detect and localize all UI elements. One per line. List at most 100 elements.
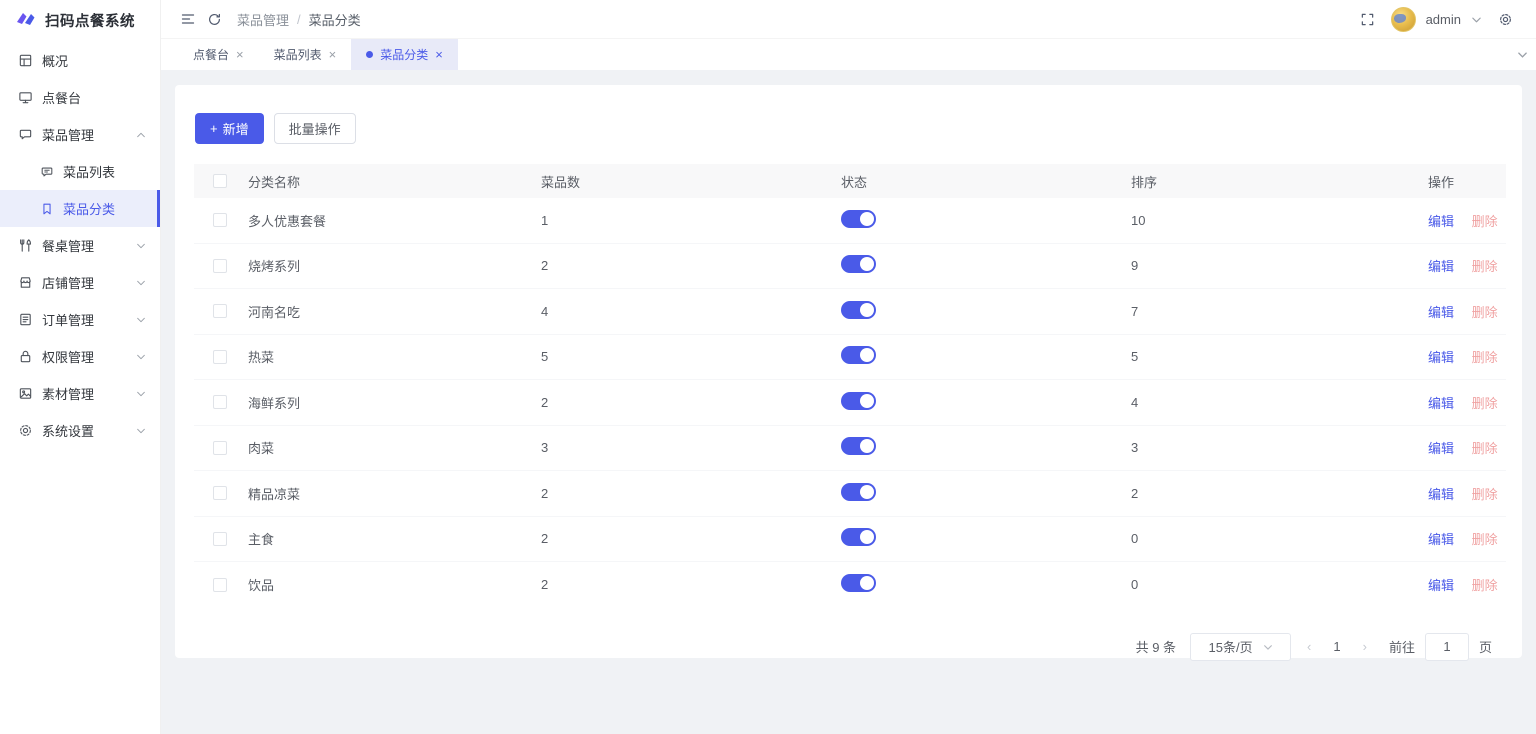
edit-link[interactable]: 编辑 — [1428, 259, 1455, 275]
sidebar-item-dish-mgmt[interactable]: 菜品管理 — [0, 116, 160, 153]
status-toggle[interactable] — [841, 437, 876, 456]
sidebar-item-shop-mgmt[interactable]: 店铺管理 — [0, 264, 160, 301]
delete-link[interactable]: 删除 — [1471, 213, 1498, 229]
batch-action-button[interactable]: 批量操作 — [273, 113, 356, 144]
breadcrumb-item[interactable]: 菜品管理 — [237, 12, 290, 28]
chevron-down-icon — [137, 428, 145, 433]
tab-order-station[interactable]: 点餐台 × — [178, 39, 259, 70]
chevron-down-icon — [1518, 52, 1527, 58]
sidebar-item-table-mgmt[interactable]: 餐桌管理 — [0, 227, 160, 264]
edit-link[interactable]: 编辑 — [1428, 304, 1455, 320]
edit-link[interactable]: 编辑 — [1428, 532, 1455, 548]
edit-link[interactable]: 编辑 — [1428, 395, 1455, 411]
row-checkbox[interactable] — [213, 304, 227, 319]
tab-bar: 点餐台 × 菜品列表 × 菜品分类 × — [161, 39, 1536, 70]
delete-link[interactable]: 删除 — [1471, 441, 1498, 457]
page-size-value: 15条/页 — [1208, 640, 1253, 655]
sort-cell: 7 — [1131, 303, 1139, 319]
delete-link[interactable]: 删除 — [1471, 532, 1498, 548]
dashboard-icon — [19, 54, 32, 67]
sidebar-item-label: 订单管理 — [42, 313, 95, 328]
sidebar-item-dish-list[interactable]: 菜品列表 — [0, 153, 160, 190]
status-toggle[interactable] — [841, 391, 876, 410]
status-toggle[interactable] — [841, 209, 876, 228]
actions-cell: 编辑 删除 — [1428, 393, 1506, 412]
current-page-number[interactable]: 1 — [1333, 639, 1341, 654]
next-page-button[interactable]: › — [1362, 639, 1367, 654]
dish-count-cell: 5 — [541, 349, 549, 365]
delete-link[interactable]: 删除 — [1471, 350, 1498, 366]
row-checkbox[interactable] — [213, 349, 227, 364]
goto-page-input[interactable] — [1424, 632, 1469, 661]
topbar: 菜品管理 / 菜品分类 admin — [161, 0, 1536, 39]
dish-count-cell: 4 — [541, 303, 549, 319]
tab-options-button[interactable] — [1517, 39, 1528, 70]
edit-link[interactable]: 编辑 — [1428, 578, 1455, 594]
tab-label: 点餐台 — [193, 48, 230, 62]
table-row: 饮品 2 0 编辑 删除 — [194, 562, 1506, 608]
page-size-select[interactable]: 15条/页 — [1190, 632, 1292, 661]
edit-link[interactable]: 编辑 — [1428, 213, 1455, 229]
delete-link[interactable]: 删除 — [1471, 486, 1498, 502]
chevron-up-icon — [137, 132, 145, 137]
settings-button[interactable] — [1492, 6, 1518, 32]
tab-close-icon[interactable]: × — [435, 47, 443, 62]
sidebar-item-sys-settings[interactable]: 系统设置 — [0, 412, 160, 449]
sidebar-item-overview[interactable]: 概况 — [0, 42, 160, 79]
sidebar-item-order-station[interactable]: 点餐台 — [0, 79, 160, 116]
chevron-down-icon — [137, 354, 145, 359]
row-checkbox[interactable] — [213, 258, 227, 273]
monitor-icon — [19, 92, 32, 104]
status-toggle[interactable] — [841, 255, 876, 274]
fold-menu-icon — [181, 14, 195, 24]
tab-dish-list[interactable]: 菜品列表 × — [259, 39, 352, 70]
row-checkbox[interactable] — [213, 531, 227, 546]
sidebar-item-order-mgmt[interactable]: 订单管理 — [0, 301, 160, 338]
dish-count-cell: 2 — [541, 258, 549, 274]
status-toggle[interactable] — [841, 346, 876, 365]
status-toggle[interactable] — [841, 574, 876, 593]
app-title: 扫码点餐系统 — [45, 13, 135, 30]
topbar-right: admin — [1355, 6, 1518, 32]
prev-page-button[interactable]: ‹ — [1307, 639, 1312, 654]
pagination: 共 9 条 15条/页 ‹ 1 › 前往 页 — [194, 632, 1506, 661]
status-toggle[interactable] — [841, 300, 876, 319]
row-checkbox[interactable] — [213, 395, 227, 410]
select-all-checkbox[interactable] — [213, 174, 227, 188]
edit-link[interactable]: 编辑 — [1428, 350, 1455, 366]
chevron-down-icon — [137, 391, 145, 396]
chevron-down-icon[interactable] — [1471, 14, 1482, 25]
status-toggle[interactable] — [841, 482, 876, 501]
delete-link[interactable]: 删除 — [1471, 578, 1498, 594]
row-checkbox[interactable] — [213, 213, 227, 228]
refresh-icon — [208, 13, 220, 25]
tab-close-icon[interactable]: × — [236, 47, 244, 62]
row-checkbox-cell — [194, 213, 246, 228]
add-button[interactable]: + 新增 — [195, 113, 264, 144]
user-avatar[interactable] — [1390, 6, 1416, 32]
tab-dish-category[interactable]: 菜品分类 × — [351, 39, 458, 70]
delete-link[interactable]: 删除 — [1471, 304, 1498, 320]
edit-link[interactable]: 编辑 — [1428, 441, 1455, 457]
delete-link[interactable]: 删除 — [1471, 259, 1498, 275]
delete-link[interactable]: 删除 — [1471, 395, 1498, 411]
row-checkbox-cell — [194, 440, 246, 455]
row-checkbox[interactable] — [213, 577, 227, 592]
row-checkbox[interactable] — [213, 486, 227, 501]
tab-close-icon[interactable]: × — [328, 47, 337, 62]
sidebar-item-label: 权限管理 — [42, 350, 95, 365]
status-toggle[interactable] — [841, 528, 876, 547]
sidebar-item-dish-category[interactable]: 菜品分类 — [0, 190, 160, 227]
username[interactable]: admin — [1425, 11, 1461, 27]
collapse-sidebar-button[interactable] — [175, 6, 201, 32]
sidebar-item-asset-mgmt[interactable]: 素材管理 — [0, 375, 160, 412]
row-checkbox[interactable] — [213, 440, 227, 455]
table-row: 主食 2 0 编辑 删除 — [194, 517, 1506, 562]
lock-icon — [20, 350, 31, 363]
refresh-button[interactable] — [201, 6, 227, 32]
edit-link[interactable]: 编辑 — [1428, 486, 1455, 502]
fullscreen-button[interactable] — [1355, 6, 1381, 32]
sidebar-item-label: 店铺管理 — [42, 276, 95, 291]
sidebar-item-perm-mgmt[interactable]: 权限管理 — [0, 338, 160, 375]
chat-icon — [19, 129, 32, 140]
